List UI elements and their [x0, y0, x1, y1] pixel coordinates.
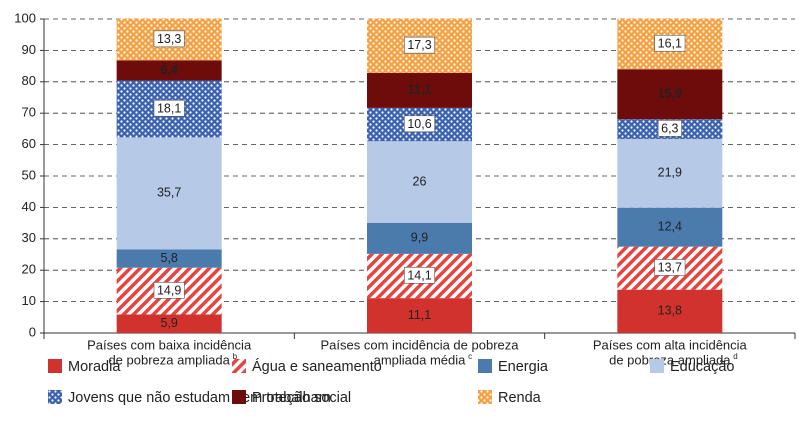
y-tick-label: 40: [22, 199, 36, 214]
legend-label: Renda: [498, 390, 542, 406]
x-tick-label: de pobreza ampliada: [609, 352, 731, 367]
y-tick-label: 60: [22, 136, 36, 151]
legend-label: Moradia: [68, 359, 121, 375]
bar-segment: [116, 60, 222, 81]
y-tick-label: 20: [22, 262, 36, 277]
value-label: 14,9: [157, 283, 181, 297]
value-label: 5,8: [160, 251, 177, 265]
y-tick-label: 10: [22, 293, 36, 308]
value-label: 5,9: [160, 316, 177, 330]
legend-label: Água e saneamento: [252, 358, 382, 375]
value-label: 12,4: [658, 219, 682, 233]
bar-segment: [617, 207, 723, 247]
legend-label: Energia: [498, 359, 549, 375]
x-tick-label: Países com alta incidência: [593, 337, 748, 352]
x-tick-label: Países com incidência de pobreza: [320, 337, 519, 352]
category-note: b: [233, 352, 238, 361]
label-box: [153, 99, 185, 117]
y-tick-label: 100: [14, 10, 36, 25]
y-tick-label: 30: [22, 230, 36, 245]
legend-swatch: [48, 359, 62, 373]
category-note: d: [733, 352, 737, 361]
label-box: [404, 267, 436, 284]
legend-label: Proteção social: [252, 390, 351, 406]
x-tick-label: de pobreza ampliada: [108, 352, 230, 367]
value-label: 21,9: [658, 166, 682, 180]
y-tick-label: 50: [22, 167, 36, 182]
bar-segment: [617, 138, 723, 208]
label-box: [404, 115, 436, 133]
value-label: 15,9: [658, 86, 682, 100]
legend-swatch: [232, 390, 246, 404]
bar-segment: [116, 137, 222, 250]
value-label: 10,6: [407, 117, 431, 131]
value-label: 11,1: [408, 308, 431, 322]
category-note: c: [468, 352, 472, 361]
value-label: 14,1: [407, 268, 431, 282]
x-tick-label: Países com baixa incidência: [87, 337, 252, 352]
label-box: [153, 30, 185, 48]
legend-label: Educação: [670, 359, 735, 375]
legend-swatch: [478, 390, 492, 404]
bar-segment: [617, 69, 723, 120]
legend-swatch: [650, 359, 664, 373]
value-label: 26: [413, 174, 427, 188]
bar-segment: [116, 314, 222, 333]
bar-segment: [116, 249, 222, 268]
bar-segment: [367, 298, 472, 333]
value-label: 6,3: [661, 121, 678, 135]
legend-swatch: [48, 390, 62, 404]
label-box: [404, 36, 436, 54]
y-tick-label: 80: [22, 73, 36, 88]
y-tick-label: 70: [22, 105, 36, 120]
value-label: 13,3: [157, 32, 181, 46]
value-label: 16,1: [658, 36, 682, 50]
label-box: [657, 120, 682, 137]
bar-segment: [367, 141, 472, 223]
value-label: 18,1: [157, 101, 181, 115]
legend-swatch: [478, 359, 492, 373]
value-label: 35,7: [157, 186, 181, 200]
legend-label: Jovens que não estudam nem trabalham: [68, 390, 331, 406]
x-tick-label: ampliada média: [374, 352, 467, 367]
value-label: 13,8: [658, 304, 682, 318]
label-box: [153, 282, 185, 299]
value-label: 11,1: [408, 83, 432, 97]
value-label: 6,4: [160, 63, 177, 77]
y-tick-label: 90: [22, 42, 36, 57]
value-label: 17,3: [407, 38, 431, 52]
bar-segment: [367, 222, 472, 254]
value-label: 13,7: [658, 260, 682, 274]
bar-segment: [367, 73, 472, 108]
label-box: [654, 34, 686, 52]
value-label: 9,9: [411, 231, 428, 245]
y-tick-label: 0: [29, 324, 36, 339]
legend-swatch: [232, 359, 246, 373]
label-box: [654, 259, 686, 276]
bar-segment: [617, 289, 723, 333]
